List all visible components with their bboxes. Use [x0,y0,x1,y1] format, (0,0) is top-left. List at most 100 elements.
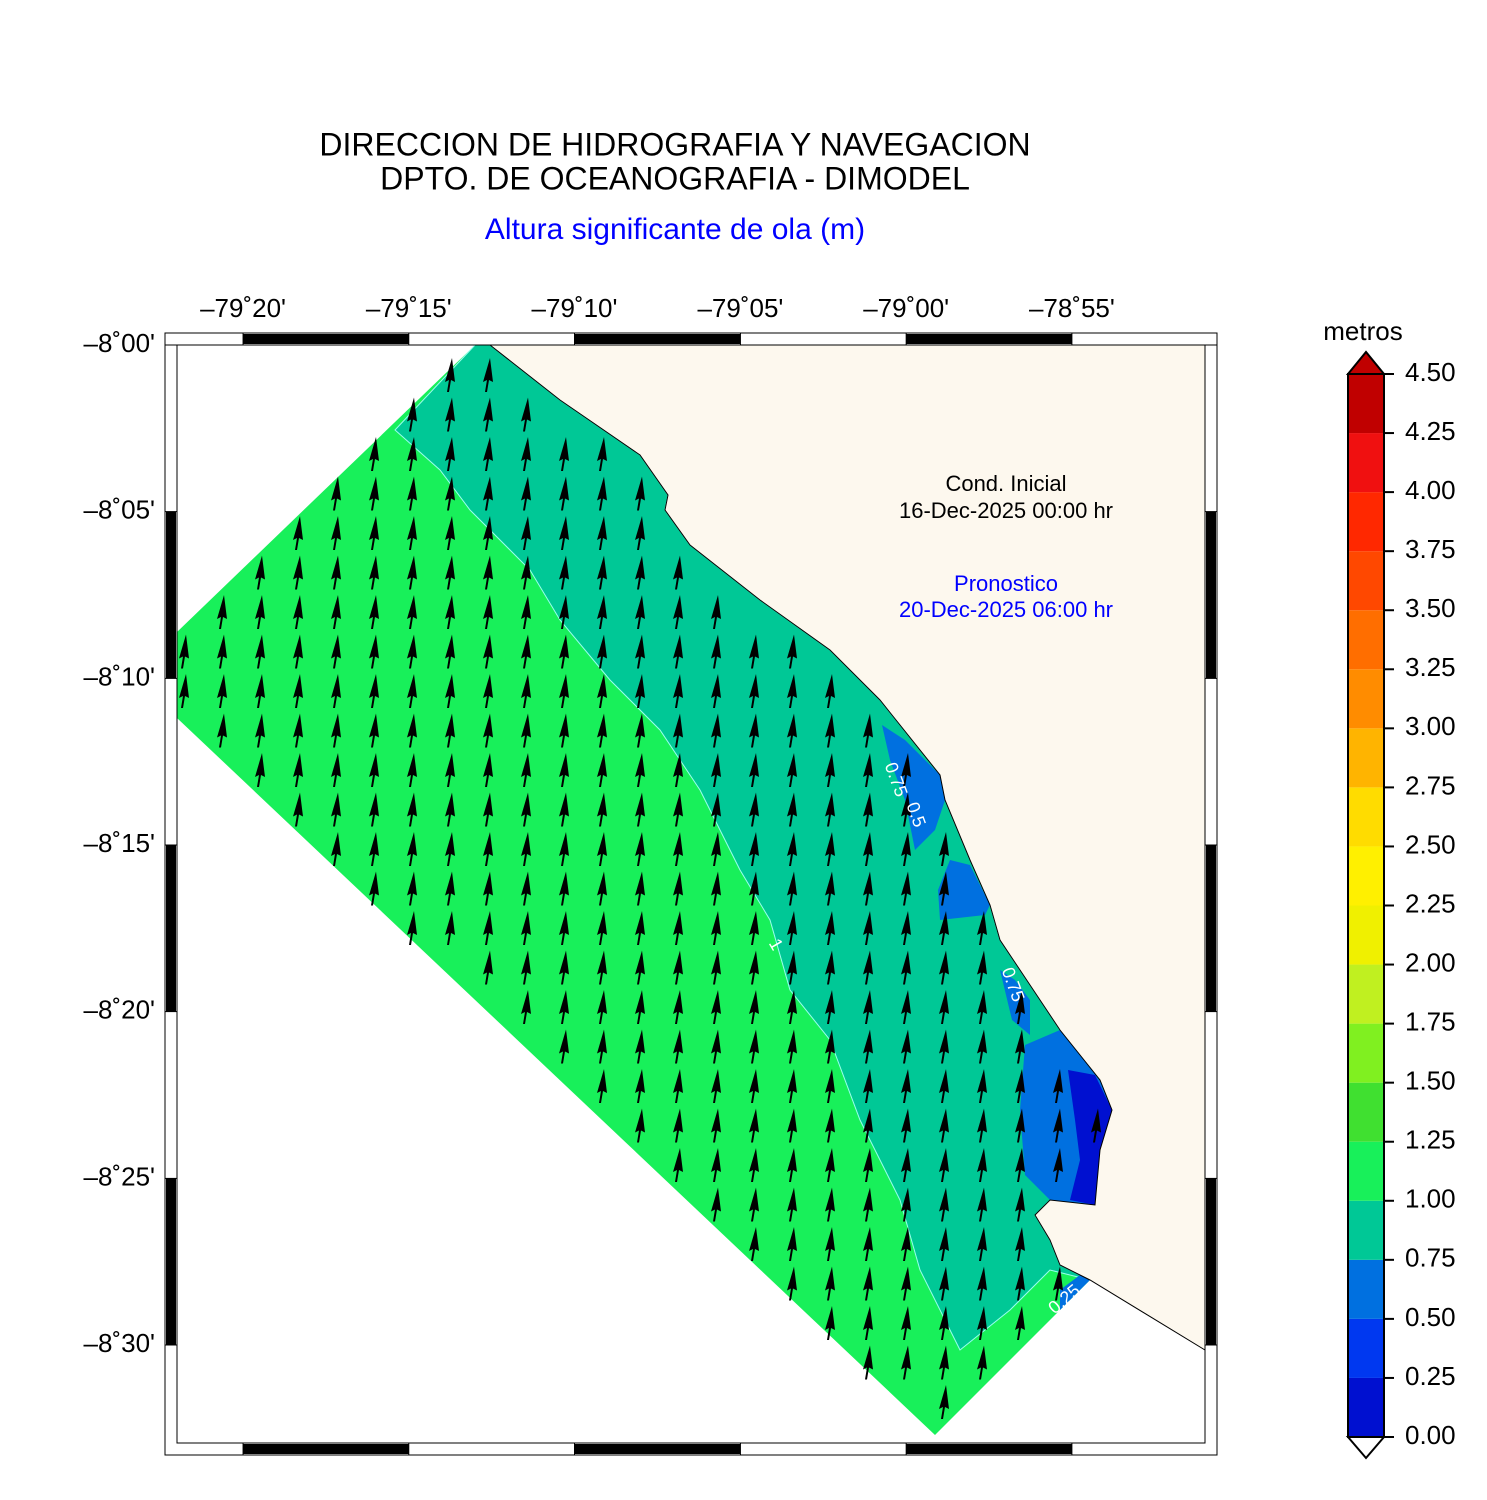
wave-arrow [901,792,911,827]
wave-arrow [901,1029,911,1064]
wave-arrow [711,713,721,748]
y-tick-label: –8˚15' [84,828,155,858]
wave-arrow [787,674,797,708]
wave-arrow [635,911,645,945]
wave-arrow [521,753,531,787]
wave-arrow [559,476,569,511]
wave-arrow [825,674,835,708]
colorbar-tick-label: 1.00 [1405,1184,1456,1214]
wave-arrow [825,1148,835,1182]
colorbar-tick-label: 1.50 [1405,1066,1456,1096]
wave-arrow [939,1069,949,1103]
wave-arrow [749,1148,759,1182]
wave-arrow [635,871,645,906]
wave-arrow [521,871,531,906]
wave-arrow [217,595,227,629]
wave-arrow [749,634,759,669]
wave-arrow [597,753,607,787]
wave-arrow [825,792,835,827]
wave-arrow [749,753,759,787]
wave-arrow [673,1029,683,1064]
wave-arrow [825,1108,835,1143]
wave-arrow [483,713,493,748]
wave-arrow [635,753,645,787]
wave-arrow [635,1029,645,1064]
wave-arrow [255,753,265,787]
wave-arrow [483,476,493,511]
wave-arrow [863,1306,873,1340]
wave-arrow [559,950,569,985]
colorbar-bin [1348,964,1384,1024]
y-tick-label: –8˚20' [84,994,155,1024]
wave-arrow [673,595,683,629]
wave-arrow [445,397,455,432]
wave-arrow [901,911,911,945]
colorbar-bin [1348,728,1384,788]
wave-arrow [635,1108,645,1143]
x-tick-label: –79˚10' [532,293,618,323]
wave-arrow [749,1029,759,1064]
wave-arrow [825,1069,835,1103]
wave-arrow [1091,1108,1101,1143]
wave-arrow [673,713,683,748]
colorbar-tick-label: 3.75 [1405,534,1456,564]
colorbar-bin [1348,1082,1384,1142]
wave-arrow [939,1385,949,1419]
wave-arrow [521,792,531,827]
wave-arrow [673,634,683,669]
wave-arrow [635,1069,645,1103]
wave-arrow [1053,1069,1063,1103]
wave-arrow [407,713,417,748]
wave-arrow [293,634,303,669]
wave-arrow [445,516,455,550]
wave-arrow [901,1266,911,1301]
wave-arrow [673,990,683,1024]
wave-arrow [521,674,531,708]
wave-arrow [255,595,265,629]
wave-arrow [749,950,759,985]
wave-arrow [673,674,683,708]
wave-arrow [749,911,759,945]
wave-arrow [369,437,379,471]
wave-arrow [901,1148,911,1182]
frame-segment [166,845,176,1012]
colorbar-bin [1348,1141,1384,1201]
wave-arrow [749,713,759,748]
wave-arrow [977,1227,987,1261]
wave-arrow [939,1148,949,1182]
wave-arrow [1053,1108,1063,1143]
wave-arrow [331,753,341,787]
wave-arrow [255,555,265,590]
wave-arrow [635,990,645,1024]
wave-arrow [977,1306,987,1340]
wave-arrow [711,871,721,906]
wave-arrow [711,634,721,669]
frame-segment [906,1444,1072,1454]
wave-arrow [977,1266,987,1301]
wave-arrow [445,358,455,392]
wave-arrow [977,1148,987,1182]
wave-arrow [673,871,683,906]
wave-arrow [901,1306,911,1340]
wave-arrow [597,792,607,827]
wave-arrow [749,1227,759,1261]
wave-arrow [939,1029,949,1064]
wave-arrow [863,911,873,945]
wave-arrow [1015,1266,1025,1301]
wave-arrow [559,911,569,945]
wave-arrow [711,595,721,629]
wave-arrow [787,1266,797,1301]
wave-arrow [863,871,873,906]
wave-arrow [255,713,265,748]
wave-arrow [483,674,493,708]
colorbar-bin [1348,846,1384,906]
colorbar-bin [1348,669,1384,729]
wave-arrow [445,871,455,906]
wave-arrow [825,1306,835,1340]
colorbar-tick-label: 2.75 [1405,770,1456,800]
wave-arrow [787,990,797,1024]
wave-arrow [939,1266,949,1301]
frame-segment [574,334,741,344]
wave-arrow [939,871,949,906]
wave-arrow [293,555,303,590]
